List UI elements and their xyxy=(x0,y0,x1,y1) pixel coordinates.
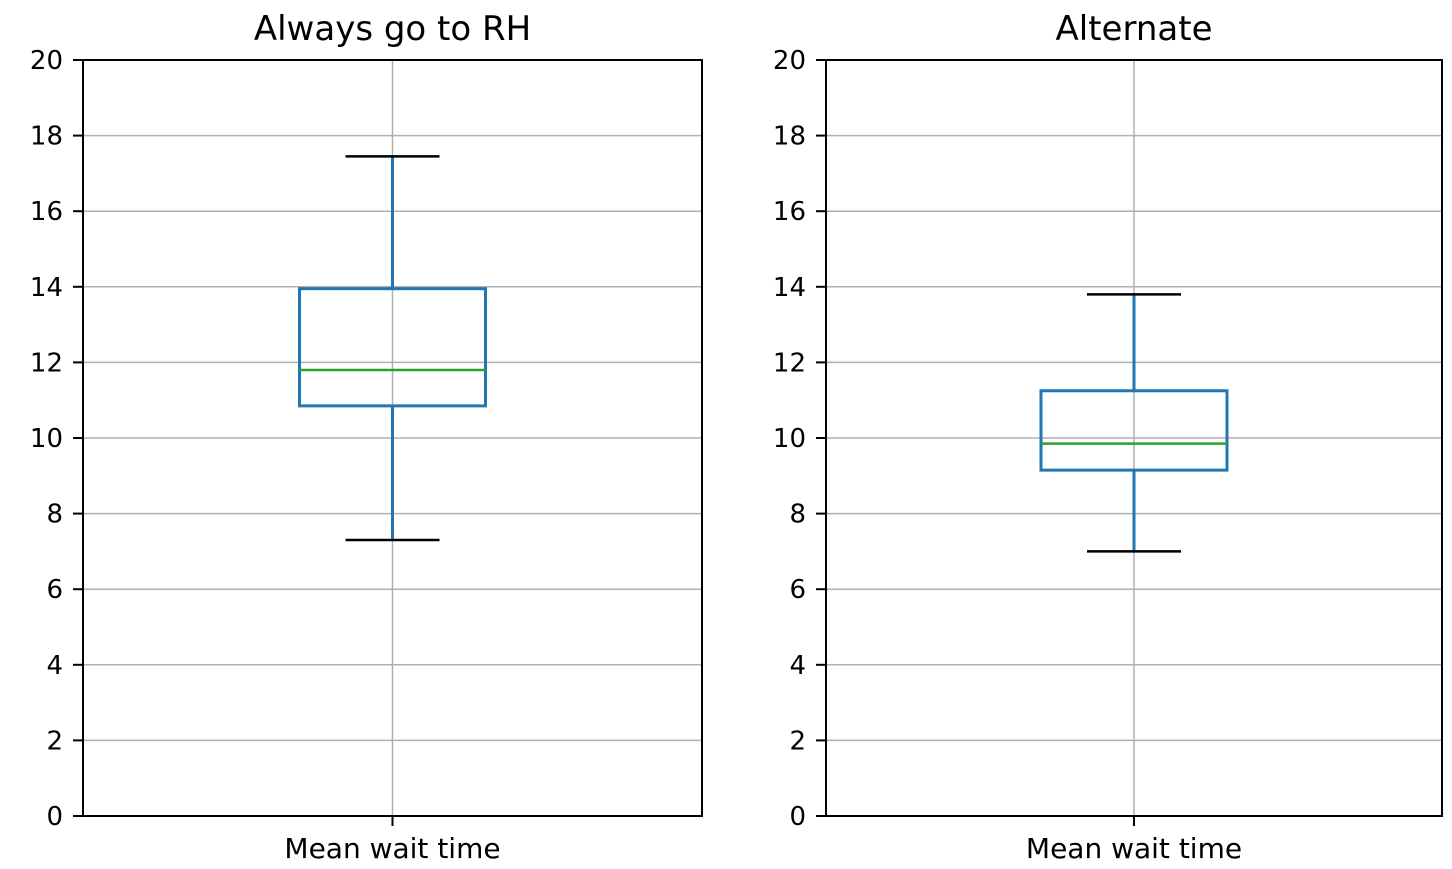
iqr-box xyxy=(298,287,487,408)
y-tick-label: 18 xyxy=(773,122,806,152)
x-tick-label: Mean wait time xyxy=(284,832,500,865)
y-tick-label: 16 xyxy=(30,197,63,227)
chart-title: Always go to RH xyxy=(254,9,531,49)
y-tick-label: 20 xyxy=(30,46,63,76)
x-tick-label: Mean wait time xyxy=(1026,832,1242,865)
y-tick-label: 20 xyxy=(773,46,806,76)
y-tick-label: 4 xyxy=(789,651,806,681)
y-tick-label: 2 xyxy=(46,726,63,756)
y-tick-label: 10 xyxy=(30,424,63,454)
y-tick-label: 8 xyxy=(789,500,806,530)
y-tick-label: 6 xyxy=(789,575,806,605)
y-tick-label: 18 xyxy=(30,122,63,152)
y-tick-label: 4 xyxy=(46,651,63,681)
y-tick-label: 12 xyxy=(773,348,806,378)
y-tick-label: 14 xyxy=(30,273,63,303)
y-tick-label: 6 xyxy=(46,575,63,605)
y-tick-label: 2 xyxy=(789,726,806,756)
iqr-box xyxy=(1039,389,1229,472)
y-tick-label: 0 xyxy=(789,802,806,832)
chart-title: Alternate xyxy=(1056,9,1213,49)
y-tick-label: 8 xyxy=(46,500,63,530)
y-tick-label: 16 xyxy=(773,197,806,227)
y-tick-label: 0 xyxy=(46,802,63,832)
y-tick-label: 14 xyxy=(773,273,806,303)
y-tick-label: 12 xyxy=(30,348,63,378)
y-tick-label: 10 xyxy=(773,424,806,454)
